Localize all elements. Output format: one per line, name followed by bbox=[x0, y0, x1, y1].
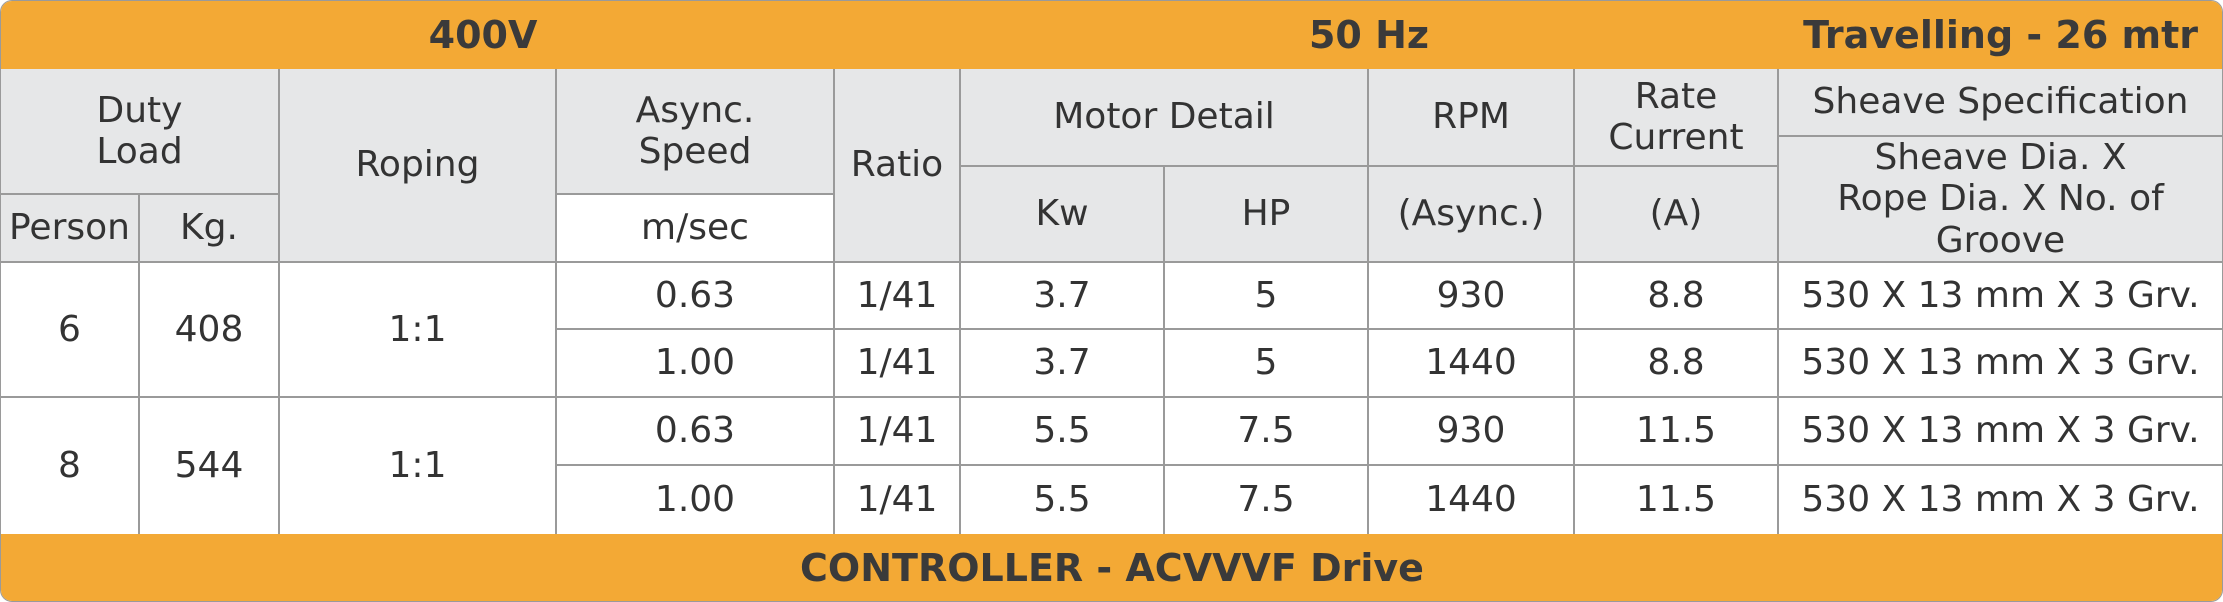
speed-cell: 0.63 bbox=[557, 398, 835, 466]
header-kg: Kg. bbox=[140, 195, 280, 263]
person-cell: 6 bbox=[1, 263, 140, 398]
hp-cell: 7.5 bbox=[1165, 466, 1369, 534]
footer: CONTROLLER - ACVVVF Drive bbox=[1, 534, 2222, 601]
roping-cell: 1:1 bbox=[280, 398, 557, 534]
header-person: Person bbox=[1, 195, 140, 263]
header-motor-detail: Motor Detail bbox=[961, 69, 1369, 167]
ratio-cell: 1/41 bbox=[835, 263, 961, 330]
current-cell: 11.5 bbox=[1575, 466, 1779, 534]
ratio-cell: 1/41 bbox=[835, 466, 961, 534]
kw-cell: 3.7 bbox=[961, 263, 1165, 330]
hp-cell: 7.5 bbox=[1165, 398, 1369, 466]
kg-cell: 408 bbox=[140, 263, 280, 398]
header-rpm-unit: (Async.) bbox=[1369, 167, 1575, 263]
person-cell: 8 bbox=[1, 398, 140, 534]
kw-cell: 5.5 bbox=[961, 398, 1165, 466]
frequency: 50 Hz bbox=[1308, 13, 1430, 57]
hp-cell: 5 bbox=[1165, 330, 1369, 398]
rpm-cell: 1440 bbox=[1369, 330, 1575, 398]
hp-cell: 5 bbox=[1165, 263, 1369, 330]
current-cell: 8.8 bbox=[1575, 263, 1779, 330]
ratio-cell: 1/41 bbox=[835, 398, 961, 466]
voltage: 400V bbox=[428, 13, 538, 57]
footer-text: CONTROLLER - ACVVVF Drive bbox=[800, 546, 1424, 590]
header-sheave: Sheave Specification bbox=[1779, 69, 2222, 137]
header-speed-unit: m/sec bbox=[557, 195, 835, 263]
header-ratio: Ratio bbox=[835, 69, 961, 263]
header-hp: HP bbox=[1165, 167, 1369, 263]
header-rpm: RPM bbox=[1369, 69, 1575, 167]
roping-cell: 1:1 bbox=[280, 263, 557, 398]
header-duty-load: Duty Load bbox=[1, 69, 280, 195]
header-current-unit: (A) bbox=[1575, 167, 1779, 263]
speed-cell: 1.00 bbox=[557, 466, 835, 534]
speed-cell: 0.63 bbox=[557, 263, 835, 330]
header-sheave-detail: Sheave Dia. X Rope Dia. X No. of Groove bbox=[1779, 137, 2222, 263]
speed-cell: 1.00 bbox=[557, 330, 835, 398]
rpm-cell: 1440 bbox=[1369, 466, 1575, 534]
header-roping: Roping bbox=[280, 69, 557, 263]
header-async-speed: Async. Speed bbox=[557, 69, 835, 195]
current-cell: 11.5 bbox=[1575, 398, 1779, 466]
kw-cell: 3.7 bbox=[961, 330, 1165, 398]
rpm-cell: 930 bbox=[1369, 263, 1575, 330]
sheave-cell: 530 X 13 mm X 3 Grv. bbox=[1801, 479, 2200, 521]
current-cell: 8.8 bbox=[1575, 330, 1779, 398]
header-rate-current: Rate Current bbox=[1575, 69, 1779, 167]
kw-cell: 5.5 bbox=[961, 466, 1165, 534]
rpm-cell: 930 bbox=[1369, 398, 1575, 466]
sheave-cell: 530 X 13 mm X 3 Grv. bbox=[1779, 263, 2222, 330]
sheave-cell: 530 X 13 mm X 3 Grv. bbox=[1779, 398, 2222, 466]
sheave-cell: 530 X 13 mm X 3 Grv. bbox=[1779, 330, 2222, 398]
banner: 400V 50 Hz Travelling - 26 mtr bbox=[1, 1, 2222, 71]
header-kw: Kw bbox=[961, 167, 1165, 263]
kg-cell: 544 bbox=[140, 398, 280, 534]
travel: Travelling - 26 mtr bbox=[1803, 13, 2198, 57]
ratio-cell: 1/41 bbox=[835, 330, 961, 398]
